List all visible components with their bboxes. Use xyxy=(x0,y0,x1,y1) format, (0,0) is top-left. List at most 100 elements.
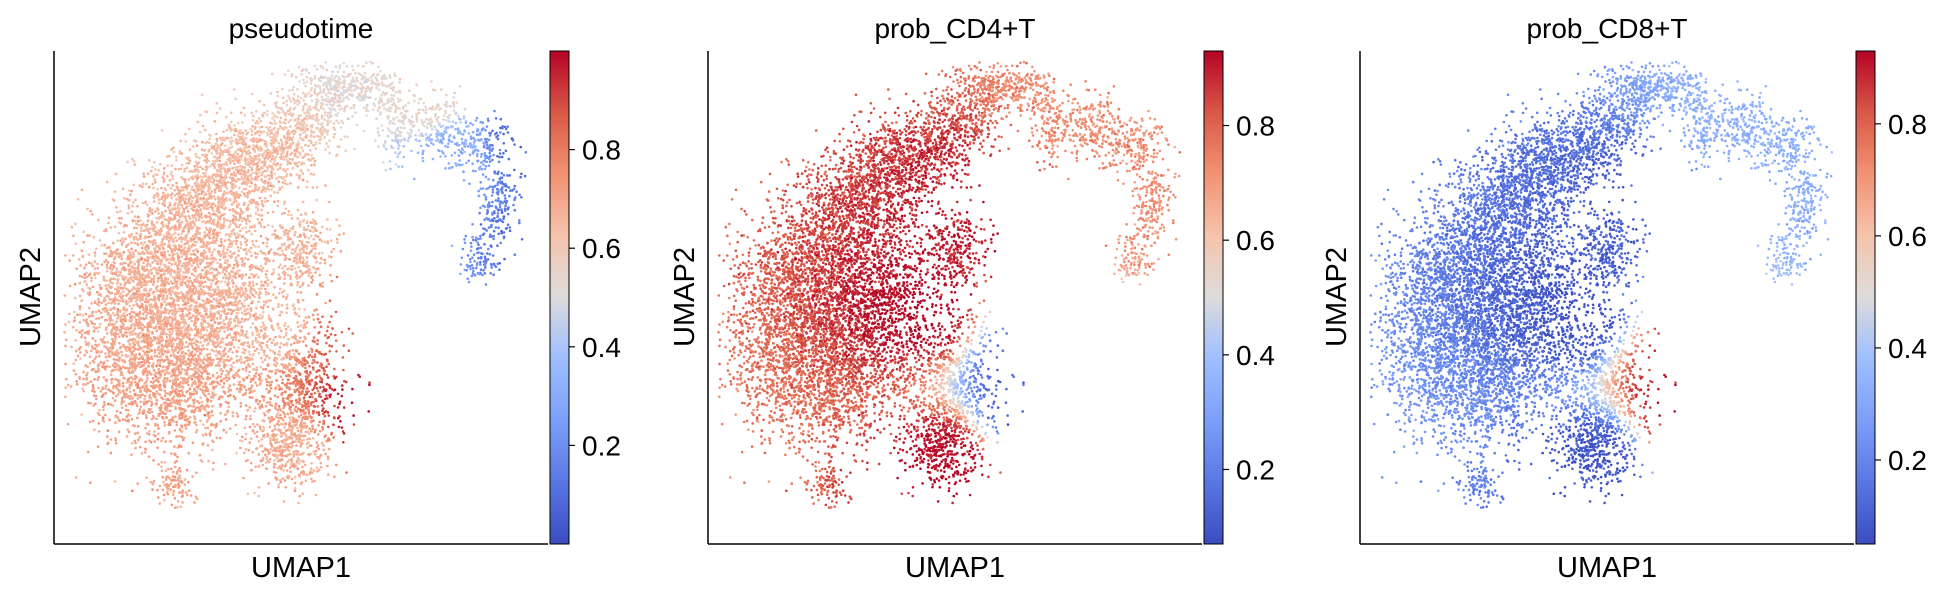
scatter-point xyxy=(152,200,156,203)
scatter-point xyxy=(135,318,138,322)
scatter-point xyxy=(161,281,164,285)
scatter-point xyxy=(128,333,132,337)
scatter-point xyxy=(183,170,186,173)
scatter-point xyxy=(187,193,191,196)
scatter-point xyxy=(121,359,124,362)
scatter-point xyxy=(73,296,77,300)
scatter-point xyxy=(219,244,223,247)
scatter-point xyxy=(166,316,170,320)
scatter-point xyxy=(136,416,139,420)
scatter-point xyxy=(179,413,183,417)
scatter-point xyxy=(181,320,185,324)
scatter-point xyxy=(187,226,191,229)
scatter-point xyxy=(175,310,178,314)
scatter-point xyxy=(195,155,198,159)
scatter-point xyxy=(156,208,160,212)
scatter-point xyxy=(86,371,89,375)
scatter-point xyxy=(210,409,214,413)
scatter-point xyxy=(148,411,151,415)
scatter-point xyxy=(220,164,223,168)
scatter-point xyxy=(267,188,270,191)
scatter-point xyxy=(243,114,247,117)
scatter-point xyxy=(108,354,111,357)
scatter-point xyxy=(172,373,176,377)
scatter-point xyxy=(193,358,196,361)
scatter-point xyxy=(131,250,135,254)
scatter-point xyxy=(184,236,188,239)
scatter-point xyxy=(85,271,88,275)
scatter-point xyxy=(139,395,142,399)
scatter-point xyxy=(112,386,115,390)
scatter-point xyxy=(145,305,149,309)
scatter-point xyxy=(161,256,164,259)
scatter-point xyxy=(134,267,138,270)
scatter-point xyxy=(191,214,194,217)
scatter-point xyxy=(116,281,120,285)
scatter-point xyxy=(264,187,267,190)
scatter-point xyxy=(144,245,147,249)
scatter-point xyxy=(225,379,229,383)
scatter-point xyxy=(216,344,220,347)
scatter-point xyxy=(243,237,247,240)
scatter-point xyxy=(157,412,160,416)
scatter-point xyxy=(206,166,209,169)
scatter-point xyxy=(73,282,77,286)
scatter-point xyxy=(68,284,72,288)
scatter-point xyxy=(286,160,290,164)
scatter-point xyxy=(107,348,110,352)
scatter-point xyxy=(182,436,186,440)
scatter-point xyxy=(310,154,314,157)
scatter-point xyxy=(110,333,113,336)
scatter-point xyxy=(255,435,259,438)
scatter-point xyxy=(132,311,136,314)
scatter-point xyxy=(278,188,282,191)
scatter-point xyxy=(240,182,244,185)
scatter-point xyxy=(170,390,174,394)
scatter-point xyxy=(82,370,85,374)
scatter-point xyxy=(273,115,276,118)
scatter-point xyxy=(175,361,179,364)
scatter-point xyxy=(154,180,157,184)
scatter-point xyxy=(263,157,267,160)
scatter-point xyxy=(135,289,139,293)
scatter-point xyxy=(129,365,133,369)
scatter-point xyxy=(101,338,105,341)
scatter-point xyxy=(148,439,151,442)
scatter-point xyxy=(104,352,107,356)
scatter-point xyxy=(114,394,118,398)
scatter-point xyxy=(116,313,119,316)
scatter-point xyxy=(160,350,164,354)
scatter-point xyxy=(161,246,165,250)
scatter-point xyxy=(215,132,218,136)
scatter-point xyxy=(266,148,270,152)
scatter-point xyxy=(121,365,125,369)
scatter-point xyxy=(94,310,98,314)
scatter-point xyxy=(174,303,177,307)
scatter-point xyxy=(127,243,130,246)
scatter-point xyxy=(169,172,173,176)
scatter-point xyxy=(66,422,70,426)
scatter-point xyxy=(143,241,146,244)
scatter-point xyxy=(160,465,163,468)
scatter-point xyxy=(151,321,155,325)
scatter-point xyxy=(129,350,132,353)
scatter-point xyxy=(301,156,305,159)
scatter-point xyxy=(185,241,188,245)
scatter-point xyxy=(155,403,158,407)
scatter-point xyxy=(196,200,200,204)
scatter-point xyxy=(209,318,213,322)
scatter-point xyxy=(133,215,137,218)
scatter-point xyxy=(138,331,142,335)
scatter-point xyxy=(142,312,145,316)
scatter-point xyxy=(169,247,173,251)
scatter-point xyxy=(127,280,130,284)
scatter-point xyxy=(65,377,68,381)
scatter-point xyxy=(145,300,149,304)
scatter-point xyxy=(136,340,139,344)
scatter-point xyxy=(150,240,154,243)
scatter-point xyxy=(94,339,97,343)
scatter-point xyxy=(188,285,192,289)
scatter-point xyxy=(207,411,211,415)
scatter-point xyxy=(91,264,94,268)
scatter-point xyxy=(178,417,181,420)
